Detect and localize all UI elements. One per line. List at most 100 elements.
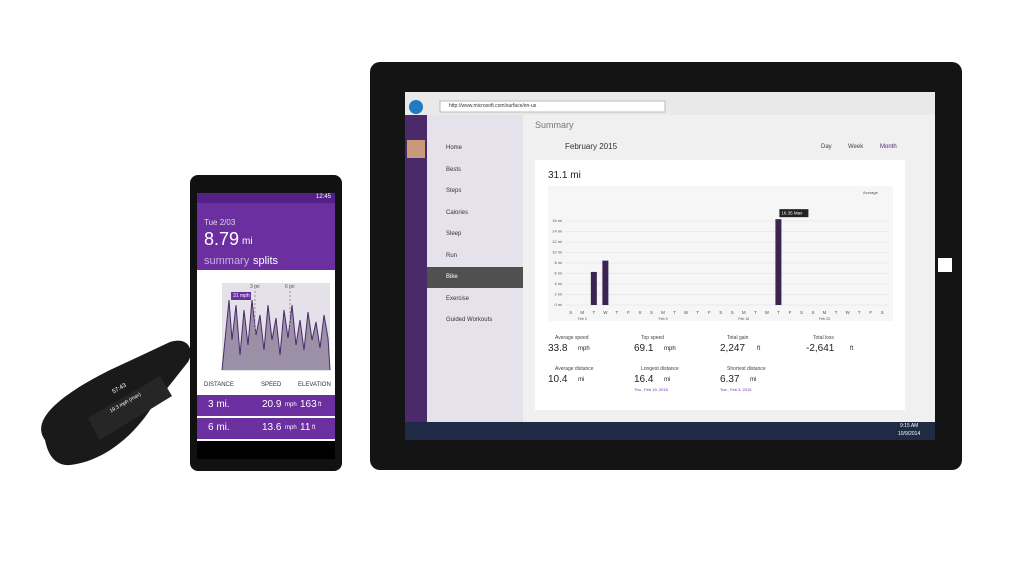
y-tick-label: 16 mi xyxy=(552,218,562,223)
chart-label: 31 mph xyxy=(233,293,250,299)
x-tick-label: T xyxy=(858,310,861,315)
row-speed-unit: mph xyxy=(285,425,297,431)
value-label: 16.35 Max xyxy=(781,210,803,215)
date: Tue 2/03 xyxy=(204,218,236,227)
stat-label: Longest distance xyxy=(641,366,679,372)
phone-status-bar xyxy=(197,193,335,203)
nav-item[interactable]: Guided Workouts xyxy=(446,317,493,323)
y-tick-label: 6 mi xyxy=(554,271,562,276)
y-tick-label: 2 mi xyxy=(554,292,562,297)
chart-bg xyxy=(548,186,893,321)
view-tab[interactable]: Day xyxy=(821,144,832,150)
y-tick-label: 10 mi xyxy=(552,250,562,255)
legend: Average xyxy=(863,190,878,195)
x-tick-label: W xyxy=(684,310,689,315)
week-label: Feb 16 xyxy=(738,317,749,321)
row-speed: 13.6 xyxy=(262,422,282,433)
y-tick-label: 12 mi xyxy=(552,239,562,244)
week-label: Feb 23 xyxy=(819,317,830,321)
nav-item[interactable]: Calories xyxy=(446,209,469,216)
bar xyxy=(590,271,597,305)
phone-header xyxy=(197,193,335,270)
x-tick-label: S xyxy=(650,310,653,315)
nav-item[interactable]: Bests xyxy=(446,166,462,173)
x-tick-label: T xyxy=(673,310,676,315)
address-bar[interactable] xyxy=(439,100,666,113)
taskbar xyxy=(405,422,935,440)
y-tick-label: 14 mi xyxy=(552,229,562,234)
clock-time: 9:15 AM xyxy=(900,423,919,429)
y-tick-label: 4 mi xyxy=(554,281,562,286)
x-tick-label: S xyxy=(569,310,572,315)
bar xyxy=(775,219,782,305)
stat-unit: mph xyxy=(578,346,590,352)
stat-value: -2,641 xyxy=(806,343,835,354)
x-tick-label: T xyxy=(696,310,699,315)
x-tick-label: S xyxy=(638,310,641,315)
stat-label: Total gain xyxy=(727,335,749,341)
x-tick-label: M xyxy=(823,310,827,315)
stat-unit: mi xyxy=(664,377,671,383)
chart-label: 3 mi xyxy=(250,284,260,290)
clock-date: 10/9/2014 xyxy=(898,431,921,437)
distance: 8.79 xyxy=(204,229,240,249)
x-tick-label: T xyxy=(592,310,595,315)
phone-chart-marker xyxy=(231,292,251,300)
stat-unit: ft xyxy=(850,346,854,352)
nav-item[interactable]: Steps xyxy=(446,188,462,194)
x-tick-label: F xyxy=(789,310,792,315)
nav-item[interactable]: Exercise xyxy=(446,295,470,302)
stat-value: 33.8 xyxy=(548,343,568,354)
x-tick-label: F xyxy=(708,310,711,315)
column-header: SPEED xyxy=(261,382,282,388)
x-tick-label: T xyxy=(616,310,619,315)
x-tick-label: S xyxy=(881,310,884,315)
bar xyxy=(602,260,609,305)
back-button[interactable] xyxy=(409,100,423,114)
stat-label: Total loss xyxy=(813,335,834,341)
stat-label: Shortest distance xyxy=(727,366,766,372)
windows-button[interactable] xyxy=(938,258,952,272)
stat-label: Average speed xyxy=(555,335,589,341)
tab[interactable]: summary xyxy=(204,255,250,267)
tab-selected[interactable]: splits xyxy=(253,255,279,267)
row-elevation-unit: ft xyxy=(312,425,316,431)
nav-item[interactable]: Sleep xyxy=(446,231,462,237)
stat-label: Average distance xyxy=(555,366,594,372)
stat-unit: mi xyxy=(578,377,585,383)
x-tick-label: S xyxy=(719,310,722,315)
row-speed: 20.9 xyxy=(262,399,282,410)
x-tick-label: S xyxy=(731,310,734,315)
week-label: Feb 2 xyxy=(578,317,587,321)
x-tick-label: W xyxy=(765,310,770,315)
x-tick-label: F xyxy=(627,310,630,315)
nav-item[interactable]: Home xyxy=(446,145,463,151)
app-rail xyxy=(405,115,427,422)
nav-item-selected[interactable]: Bike xyxy=(446,274,458,280)
view-tab[interactable]: Week xyxy=(848,144,864,150)
x-tick-label: F xyxy=(869,310,872,315)
row-distance: 3 mi. xyxy=(208,399,230,410)
bike-chart: 0 mi 2 mi 4 mi 6 mi 8 mi 10 mi 12 mi 14 mi 16 mi… xyxy=(552,209,888,321)
stat-value: 69.1 xyxy=(634,343,654,354)
address[interactable]: http://www.microsoft.com/surface/en-us xyxy=(449,103,537,109)
x-tick-label: M xyxy=(661,310,665,315)
row-elevation: 163 xyxy=(300,399,317,410)
view-tab-selected[interactable]: Month xyxy=(880,144,897,150)
stat-value: 16.4 xyxy=(634,374,654,385)
stat-note: Tue., Feb 3, 2015 xyxy=(720,387,752,392)
stat-value: 6.37 xyxy=(720,374,740,385)
status-time: 12:45 xyxy=(316,194,332,200)
nav-item[interactable]: Run xyxy=(446,252,458,259)
phone-row-bg xyxy=(197,395,335,416)
sidebar-selected xyxy=(427,267,523,288)
band-screen xyxy=(88,376,172,440)
y-tick-label: 8 mi xyxy=(554,260,562,265)
stat-unit: mi xyxy=(750,377,757,383)
profile-photo[interactable] xyxy=(407,140,425,158)
stat-note: Thu., Feb 19, 2015 xyxy=(634,387,668,392)
distance-unit: mi xyxy=(242,236,253,247)
x-tick-label: S xyxy=(800,310,803,315)
stat-label: Top speed xyxy=(641,335,665,341)
